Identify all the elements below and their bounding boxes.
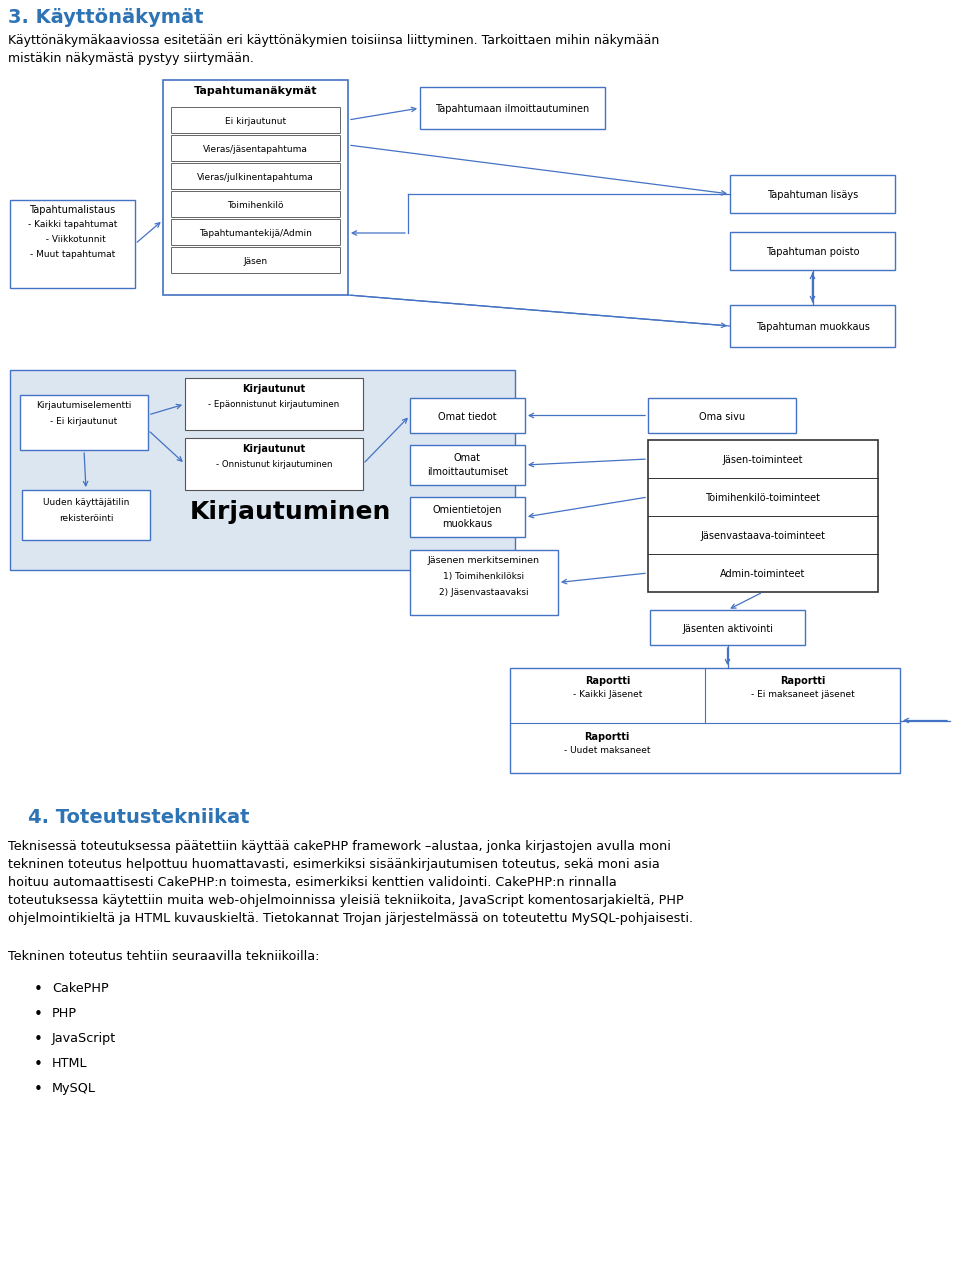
Text: Uuden käyttäjätilin: Uuden käyttäjätilin (43, 498, 130, 507)
Text: tekninen toteutus helpottuu huomattavasti, esimerkiksi sisäänkirjautumisen toteu: tekninen toteutus helpottuu huomattavast… (8, 858, 660, 872)
Text: PHP: PHP (52, 1007, 77, 1020)
Text: Tapahtuman poisto: Tapahtuman poisto (766, 247, 859, 257)
Text: Kirjautuminen: Kirjautuminen (189, 500, 391, 524)
FancyBboxPatch shape (10, 371, 515, 570)
Text: - Ei maksaneet jäsenet: - Ei maksaneet jäsenet (751, 690, 854, 699)
FancyBboxPatch shape (185, 438, 363, 489)
Text: Vieras/julkinentapahtuma: Vieras/julkinentapahtuma (197, 173, 314, 181)
FancyBboxPatch shape (410, 550, 558, 615)
FancyBboxPatch shape (171, 247, 340, 273)
FancyBboxPatch shape (730, 233, 895, 270)
Text: - Viikkotunnit: - Viikkotunnit (39, 235, 106, 244)
Text: Admin-toiminteet: Admin-toiminteet (720, 569, 805, 579)
Text: Oma sivu: Oma sivu (699, 412, 745, 422)
FancyBboxPatch shape (171, 190, 340, 217)
Text: Raportti: Raportti (585, 732, 630, 743)
FancyBboxPatch shape (185, 378, 363, 429)
Text: Omat tiedot: Omat tiedot (438, 412, 497, 422)
FancyBboxPatch shape (650, 610, 805, 645)
FancyBboxPatch shape (410, 445, 525, 484)
FancyBboxPatch shape (730, 305, 895, 348)
Text: Tekninen toteutus tehtiin seuraavilla tekniikoilla:: Tekninen toteutus tehtiin seuraavilla te… (8, 950, 320, 964)
Text: Jäsenten aktivointi: Jäsenten aktivointi (682, 624, 773, 634)
Text: - Ei kirjautunut: - Ei kirjautunut (50, 417, 118, 426)
Text: ohjelmointikieltä ja HTML kuvauskieltä. Tietokannat Trojan järjestelmässä on tot: ohjelmointikieltä ja HTML kuvauskieltä. … (8, 912, 693, 925)
Text: Tapahtuman muokkaus: Tapahtuman muokkaus (756, 322, 870, 332)
Text: muokkaus: muokkaus (443, 519, 492, 529)
Text: - Muut tapahtumat: - Muut tapahtumat (30, 250, 115, 259)
Text: Tapahtumaan ilmoittautuminen: Tapahtumaan ilmoittautuminen (436, 104, 589, 114)
Text: Jäsenen merkitseminen: Jäsenen merkitseminen (428, 556, 540, 565)
Text: Tapahtumalistaus: Tapahtumalistaus (30, 204, 115, 215)
Text: Teknisessä toteutuksessa päätettiin käyttää cakePHP framework –alustaa, jonka ki: Teknisessä toteutuksessa päätettiin käyt… (8, 840, 671, 852)
Text: rekisteröinti: rekisteröinti (59, 514, 113, 523)
Text: Käyttönäkymäkaaviossa esitetään eri käyttönäkymien toisiinsa liittyminen. Tarkoi: Käyttönäkymäkaaviossa esitetään eri käyt… (8, 35, 660, 47)
Text: Toimihenkilö: Toimihenkilö (228, 201, 284, 210)
FancyBboxPatch shape (510, 668, 900, 773)
Text: •: • (34, 1007, 42, 1022)
Text: •: • (34, 1082, 42, 1097)
Text: - Uudet maksaneet: - Uudet maksaneet (564, 746, 650, 755)
FancyBboxPatch shape (420, 87, 605, 129)
Text: Omat: Omat (454, 452, 481, 463)
Text: Kirjautunut: Kirjautunut (243, 383, 305, 394)
FancyBboxPatch shape (10, 199, 135, 288)
Text: •: • (34, 1057, 42, 1072)
Text: CakePHP: CakePHP (52, 982, 108, 996)
FancyBboxPatch shape (171, 107, 340, 133)
Text: hoituu automaattisesti CakePHP:n toimesta, esimerkiksi kenttien validointi. Cake: hoituu automaattisesti CakePHP:n toimest… (8, 875, 616, 889)
Text: JavaScript: JavaScript (52, 1033, 116, 1045)
Text: - Kaikki tapahtumat: - Kaikki tapahtumat (28, 220, 117, 229)
FancyBboxPatch shape (171, 219, 340, 245)
FancyBboxPatch shape (20, 395, 148, 450)
Text: Jäsenvastaava-toiminteet: Jäsenvastaava-toiminteet (701, 530, 826, 541)
Text: - Epäonnistunut kirjautuminen: - Epäonnistunut kirjautuminen (208, 400, 340, 409)
FancyBboxPatch shape (171, 164, 340, 189)
Text: •: • (34, 1033, 42, 1047)
Text: Tapahtumantekijä/Admin: Tapahtumantekijä/Admin (199, 229, 312, 238)
Text: 3. Käyttönäkymät: 3. Käyttönäkymät (8, 8, 204, 27)
FancyBboxPatch shape (163, 81, 348, 295)
Text: Ei kirjautunut: Ei kirjautunut (225, 118, 286, 127)
FancyBboxPatch shape (730, 175, 895, 213)
Text: Raportti: Raportti (585, 676, 630, 686)
FancyBboxPatch shape (648, 397, 796, 433)
FancyBboxPatch shape (410, 397, 525, 433)
FancyBboxPatch shape (648, 440, 878, 592)
Text: Omientietojen: Omientietojen (433, 505, 502, 515)
Text: HTML: HTML (52, 1057, 87, 1070)
FancyBboxPatch shape (410, 497, 525, 537)
Text: 1) Toimihenkilöksi: 1) Toimihenkilöksi (444, 573, 524, 581)
FancyBboxPatch shape (171, 135, 340, 161)
FancyBboxPatch shape (22, 489, 150, 541)
Text: Kirjautumiselementti: Kirjautumiselementti (36, 401, 132, 410)
Text: ilmoittautumiset: ilmoittautumiset (427, 466, 508, 477)
Text: Tapahtuman lisäys: Tapahtuman lisäys (767, 190, 858, 199)
Text: Vieras/jäsentapahtuma: Vieras/jäsentapahtuma (204, 144, 308, 155)
Text: mistäkin näkymästä pystyy siirtymään.: mistäkin näkymästä pystyy siirtymään. (8, 52, 253, 65)
Text: - Kaikki Jäsenet: - Kaikki Jäsenet (573, 690, 642, 699)
Text: •: • (34, 982, 42, 997)
Text: 4. Toteutustekniikat: 4. Toteutustekniikat (28, 808, 250, 827)
Text: Raportti: Raportti (780, 676, 826, 686)
Text: Kirjautunut: Kirjautunut (243, 443, 305, 454)
Text: Toimihenkilö-toiminteet: Toimihenkilö-toiminteet (706, 493, 821, 504)
Text: - Onnistunut kirjautuminen: - Onnistunut kirjautuminen (216, 460, 332, 469)
Text: Tapahtumanäkymät: Tapahtumanäkymät (194, 86, 317, 96)
Text: toteutuksessa käytettiin muita web-ohjelmoinnissa yleisiä tekniikoita, JavaScrip: toteutuksessa käytettiin muita web-ohjel… (8, 895, 684, 907)
Text: MySQL: MySQL (52, 1082, 96, 1095)
Text: Jäsen: Jäsen (244, 257, 268, 266)
Text: Jäsen-toiminteet: Jäsen-toiminteet (723, 455, 804, 465)
Text: 2) Jäsenvastaavaksi: 2) Jäsenvastaavaksi (439, 588, 529, 597)
